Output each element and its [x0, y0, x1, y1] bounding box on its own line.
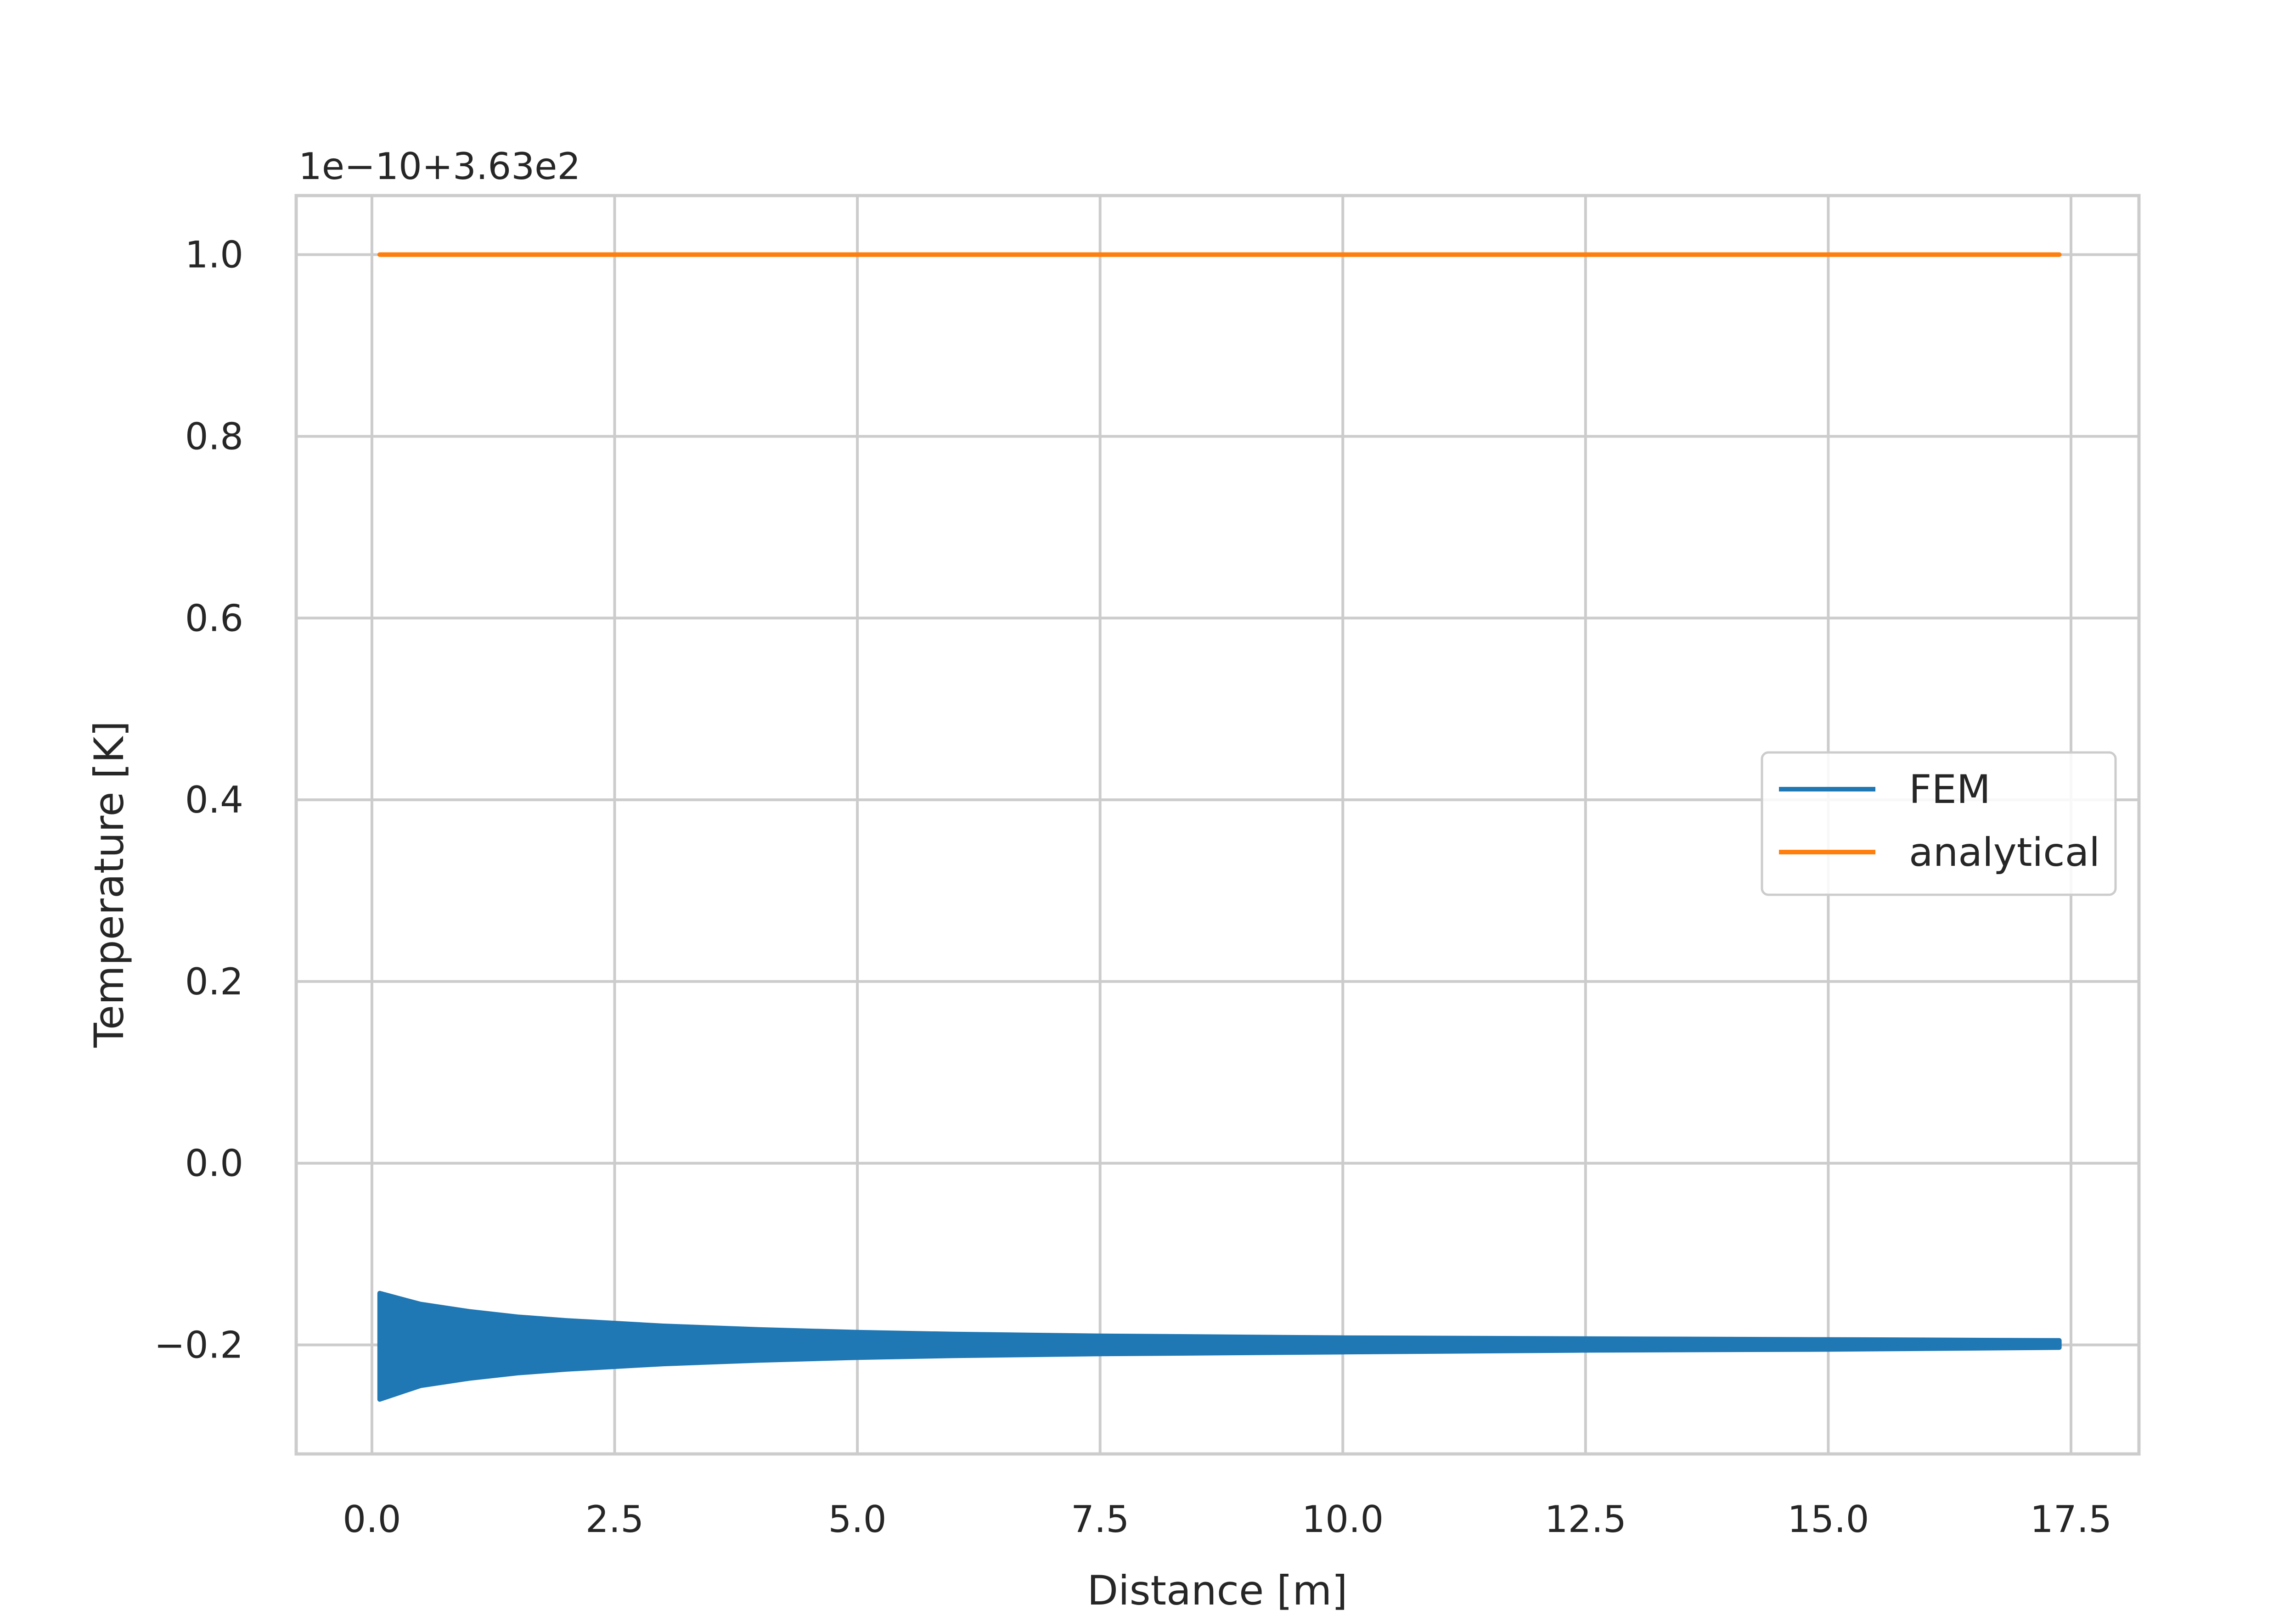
- x-tick-label: 12.5: [1545, 1498, 1626, 1541]
- x-tick-label: 2.5: [585, 1498, 644, 1541]
- y-tick-label: 0.8: [185, 415, 243, 458]
- y-tick-label: 0.2: [185, 960, 243, 1003]
- series-layer: [377, 252, 2062, 1402]
- x-axis-ticks: 0.0 2.5 5.0 7.5 10.0 12.5 15.0 17.5: [343, 1498, 2112, 1541]
- legend-label-fem: FEM: [1909, 767, 1991, 813]
- x-tick-label: 0.0: [343, 1498, 401, 1541]
- y-offset-label: 1e−10+3.63e2: [298, 145, 580, 188]
- plot-frame: [294, 194, 2141, 1456]
- y-tick-label: 0.0: [185, 1142, 243, 1185]
- y-tick-label: 0.6: [185, 597, 243, 640]
- y-tick-label: 1.0: [185, 234, 243, 276]
- series-fem-band: [377, 1291, 2062, 1402]
- y-axis-ticks: −0.2 0.0 0.2 0.4 0.6 0.8 1.0: [154, 234, 243, 1367]
- y-tick-label: −0.2: [154, 1324, 243, 1367]
- x-axis-label: Distance [m]: [1087, 1567, 1347, 1614]
- x-tick-label: 10.0: [1302, 1498, 1384, 1541]
- x-tick-label: 15.0: [1787, 1498, 1869, 1541]
- x-tick-label: 17.5: [2030, 1498, 2112, 1541]
- x-tick-label: 5.0: [828, 1498, 886, 1541]
- x-tick-label: 7.5: [1071, 1498, 1129, 1541]
- legend: FEM analytical: [1761, 751, 2117, 896]
- y-axis-label: Temperature [K]: [85, 721, 133, 1048]
- y-tick-label: 0.4: [185, 779, 243, 821]
- legend-label-analytical: analytical: [1909, 830, 2100, 875]
